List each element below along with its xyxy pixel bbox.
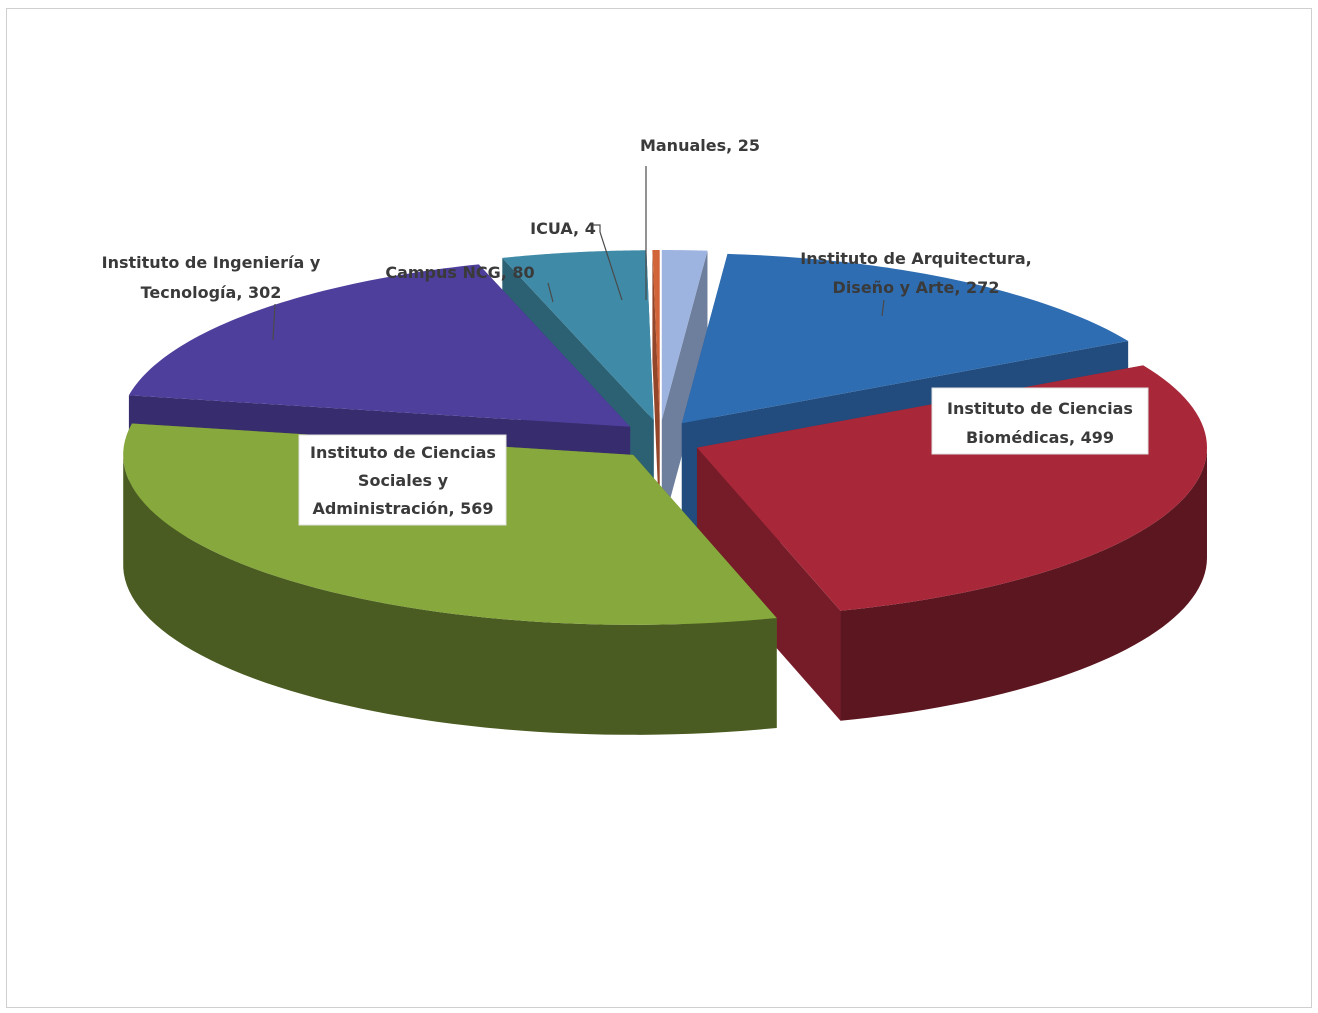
data-label-campus-ncg: Campus NCG, 80	[385, 263, 534, 282]
pie-slice-sociales	[123, 423, 777, 735]
pie-slice-manuales	[661, 250, 708, 531]
pie-slice-wall-icua-0	[652, 250, 660, 531]
data-label-sociales-line2: Sociales y	[358, 471, 449, 490]
data-label-ingenieria-line2: Tecnología, 302	[141, 283, 282, 302]
data-label-icua: ICUA, 4	[530, 219, 596, 238]
data-label-manuales: Manuales, 25	[640, 136, 760, 155]
pie-slice-top-manuales	[661, 250, 708, 421]
data-label-box-biomedicas	[931, 387, 1149, 455]
data-label-arquitectura-line1: Instituto de Arquitectura,	[800, 249, 1032, 268]
data-label-box-sociales	[298, 434, 507, 526]
pie-slice-top-icua	[652, 250, 660, 421]
leader-line-ingenieria	[272, 303, 276, 341]
pie-slice-icua	[652, 250, 660, 531]
leader-line-icua	[590, 224, 623, 301]
data-label-ingenieria-line1: Instituto de Ingeniería y	[102, 253, 321, 272]
data-label-biomedicas-line1: Instituto de Ciencias	[947, 399, 1133, 418]
pie-slice-top-arquitectura	[681, 253, 1129, 424]
pie-slice-side-biomedicas	[840, 447, 1207, 721]
data-label-arquitectura-line2: Diseño y Arte, 272	[833, 278, 1000, 297]
data-label-biomedicas-line2: Biomédicas, 499	[966, 428, 1114, 447]
pie-slice-top-campus-ncg	[502, 250, 654, 421]
data-label-sociales-line1: Instituto de Ciencias	[310, 443, 496, 462]
pie-slice-side-sociales	[123, 452, 777, 735]
pie-slice-top-ingenieria	[128, 264, 631, 427]
leader-line-arquitectura	[881, 299, 885, 317]
pie-slice-wall-manuales-1	[661, 250, 708, 531]
leader-line-campus-ncg	[547, 282, 554, 303]
data-label-sociales-line3: Administración, 569	[312, 499, 493, 518]
pie-slice-wall-biomedicas-1	[696, 447, 841, 721]
